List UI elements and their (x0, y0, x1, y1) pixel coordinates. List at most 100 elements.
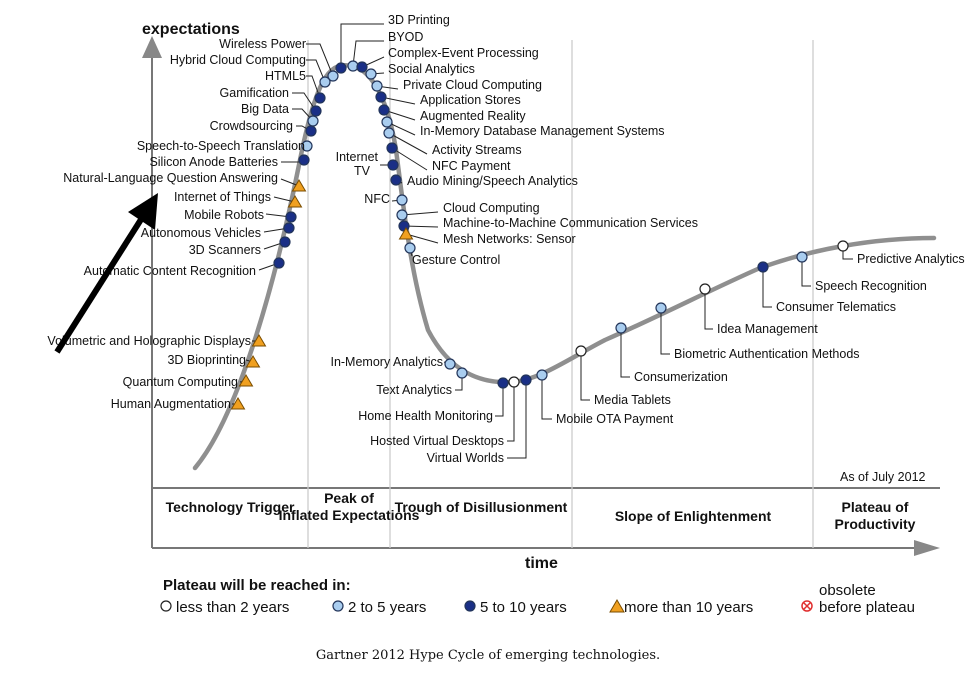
label-3d-printing: 3D Printing (388, 13, 450, 27)
marker-human-augmentation (230, 397, 246, 410)
marker-text-analytics (456, 367, 468, 379)
marker-complex-event-processing (356, 61, 368, 73)
label-in-memory-database-management-systems: In-Memory Database Management Systems (420, 124, 665, 138)
label-cloud-computing: Cloud Computing (443, 201, 540, 215)
marker-natural-language-question-answering (291, 179, 307, 192)
marker-augmented-reality (378, 104, 390, 116)
marker-mesh-networks-sensor (398, 227, 414, 240)
marker-social-analytics (365, 68, 377, 80)
marker-3d-bioprinting (245, 355, 261, 368)
label-3d-scanners: 3D Scanners (189, 243, 261, 257)
label-byod: BYOD (388, 30, 423, 44)
callout-line-text-analytics (455, 373, 463, 391)
label-wireless-power: Wireless Power (219, 37, 306, 51)
callout-line-media-tablets (580, 351, 590, 401)
marker-silicon-anode-batteries (298, 154, 310, 166)
legend-marker-2to5 (332, 600, 344, 612)
marker-internet-of-things (287, 195, 303, 208)
marker-volumetric-and-holographic-displays (251, 334, 267, 347)
callout-line-nfc-payment (391, 147, 428, 171)
legend-marker-gt10 (609, 599, 625, 613)
marker-hybrid-cloud-computing (319, 76, 331, 88)
label-complex-event-processing: Complex-Event Processing (388, 46, 539, 60)
callout-line-speech-recognition (801, 257, 811, 287)
marker-in-memory-analytics (444, 358, 456, 370)
phase-label-technology-trigger: Technology Trigger (166, 499, 295, 515)
marker-cloud-computing (396, 209, 408, 221)
phase-label-plateau-of-productivity: Plateau of Productivity (835, 499, 916, 532)
label-silicon-anode-batteries: Silicon Anode Batteries (149, 155, 278, 169)
callout-line-machine-to-machine-communication-services (403, 225, 439, 228)
label-private-cloud-computing: Private Cloud Computing (403, 78, 542, 92)
marker-consumer-telematics (757, 261, 769, 273)
marker-speech-to-speech-translation (301, 140, 313, 152)
callout-line-html5 (306, 75, 321, 99)
phase-label-peak-of-inflated-expectations: Peak of Inflated Expectations (279, 490, 420, 523)
label-social-analytics: Social Analytics (388, 62, 475, 76)
label-machine-to-machine-communication-services: Machine-to-Machine Communication Service… (443, 216, 698, 230)
marker-activity-streams (383, 127, 395, 139)
label-natural-language-question-answering: Natural-Language Question Answering (63, 171, 278, 185)
legend: Plateau will be reached in: less than 2 … (160, 577, 915, 616)
label-nfc: NFC (364, 192, 390, 206)
legend-title: Plateau will be reached in: (163, 577, 351, 594)
marker-automatic-content-recognition (273, 257, 285, 269)
marker-idea-management (699, 283, 711, 295)
callout-line-mobile-ota-payment (541, 375, 552, 420)
label-idea-management: Idea Management (717, 322, 818, 336)
marker-nfc-payment (386, 142, 398, 154)
label-augmented-reality: Augmented Reality (420, 109, 526, 123)
label-consumer-telematics: Consumer Telematics (776, 300, 896, 314)
label-speech-recognition: Speech Recognition (815, 279, 927, 293)
legend-label-2to5: 2 to 5 years (348, 599, 426, 616)
marker-gesture-control (404, 242, 416, 254)
marker-hosted-virtual-desktops (508, 376, 520, 388)
label-quantum-computing: Quantum Computing (123, 375, 238, 389)
label-home-health-monitoring: Home Health Monitoring (358, 409, 493, 423)
label-mesh-networks-sensor: Mesh Networks: Sensor (443, 232, 576, 246)
label-gesture-control: Gesture Control (412, 253, 500, 267)
label-hosted-virtual-desktops: Hosted Virtual Desktops (370, 434, 504, 448)
label-application-stores: Application Stores (420, 93, 521, 107)
label-biometric-authentication-methods: Biometric Authentication Methods (674, 347, 860, 361)
label-automatic-content-recognition: Automatic Content Recognition (84, 264, 256, 278)
label-gamification: Gamification (220, 86, 290, 100)
label-predictive-analytics: Predictive Analytics (857, 252, 965, 266)
marker-in-memory-database-management-systems (381, 116, 393, 128)
callout-line-mesh-networks-sensor (405, 233, 439, 244)
callout-line-activity-streams (388, 132, 428, 155)
marker-mobile-robots (285, 211, 297, 223)
label-consumerization: Consumerization (634, 370, 728, 384)
label-nfc-payment: NFC Payment (432, 159, 511, 173)
marker-html5 (314, 92, 326, 104)
y-axis-arrow (142, 36, 162, 58)
marker-mobile-ota-payment (536, 369, 548, 381)
x-axis-label: time (525, 555, 558, 572)
marker-predictive-analytics (837, 240, 849, 252)
label-speech-to-speech-translation: Speech-to-Speech Translation (137, 139, 305, 153)
as-of-label: As of July 2012 (840, 470, 926, 484)
label-mobile-ota-payment: Mobile OTA Payment (556, 412, 674, 426)
marker-autonomous-vehicles (283, 222, 295, 234)
callout-line-consumer-telematics (762, 267, 772, 308)
label-in-memory-analytics: In-Memory Analytics (330, 355, 443, 369)
callout-line-virtual-worlds (507, 380, 527, 459)
marker-machine-to-machine-communication-services (398, 220, 410, 232)
marker-virtual-worlds (520, 374, 532, 386)
marker-quantum-computing (238, 374, 254, 387)
y-axis-label: expectations (142, 21, 240, 38)
callout-line-gamification (292, 92, 317, 112)
legend-label-5to10: 5 to 10 years (480, 599, 567, 616)
callout-line-byod (352, 40, 384, 67)
legend-label-obsolete: obsolete before plateau (819, 582, 915, 616)
legend-label-lt2: less than 2 years (176, 599, 289, 616)
marker-internet-tv (387, 159, 399, 171)
marker-private-cloud-computing (371, 80, 383, 92)
label-audio-mining-speech-analytics: Audio Mining/Speech Analytics (407, 174, 578, 188)
marker-crowdsourcing (305, 125, 317, 137)
marker-audio-mining-speech-analytics (390, 174, 402, 186)
figure-caption: Gartner 2012 Hype Cycle of emerging tech… (315, 648, 661, 663)
callout-line-home-health-monitoring (495, 383, 504, 417)
